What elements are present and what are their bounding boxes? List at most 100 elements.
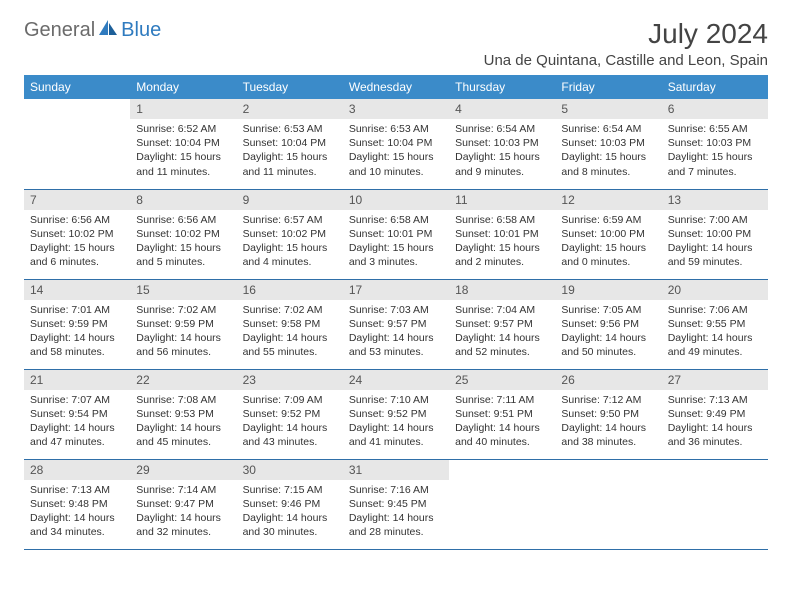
day-number: 13 — [662, 190, 768, 210]
weekday-header-row: Sunday Monday Tuesday Wednesday Thursday… — [24, 75, 768, 99]
calendar-cell: 29Sunrise: 7:14 AMSunset: 9:47 PMDayligh… — [130, 459, 236, 549]
calendar-cell: 9Sunrise: 6:57 AMSunset: 10:02 PMDayligh… — [237, 189, 343, 279]
weekday-header: Sunday — [24, 75, 130, 99]
calendar-cell: 21Sunrise: 7:07 AMSunset: 9:54 PMDayligh… — [24, 369, 130, 459]
weekday-header: Monday — [130, 75, 236, 99]
calendar-row: 1Sunrise: 6:52 AMSunset: 10:04 PMDayligh… — [24, 99, 768, 189]
logo-text-blue: Blue — [121, 19, 161, 42]
day-body: Sunrise: 7:07 AMSunset: 9:54 PMDaylight:… — [24, 390, 130, 456]
calendar-cell: 6Sunrise: 6:55 AMSunset: 10:03 PMDayligh… — [662, 99, 768, 189]
day-body: Sunrise: 7:13 AMSunset: 9:48 PMDaylight:… — [24, 480, 130, 546]
logo: General Blue — [24, 18, 161, 43]
calendar-row: 28Sunrise: 7:13 AMSunset: 9:48 PMDayligh… — [24, 459, 768, 549]
day-number: 24 — [343, 370, 449, 390]
day-body: Sunrise: 7:10 AMSunset: 9:52 PMDaylight:… — [343, 390, 449, 456]
title-block: July 2024 Una de Quintana, Castille and … — [484, 18, 768, 69]
weekday-header: Wednesday — [343, 75, 449, 99]
calendar-cell: 26Sunrise: 7:12 AMSunset: 9:50 PMDayligh… — [555, 369, 661, 459]
calendar-cell — [662, 459, 768, 549]
day-body: Sunrise: 7:05 AMSunset: 9:56 PMDaylight:… — [555, 300, 661, 366]
day-number: 10 — [343, 190, 449, 210]
calendar-row: 21Sunrise: 7:07 AMSunset: 9:54 PMDayligh… — [24, 369, 768, 459]
day-number: 20 — [662, 280, 768, 300]
day-number: 21 — [24, 370, 130, 390]
day-number: 27 — [662, 370, 768, 390]
calendar-cell: 23Sunrise: 7:09 AMSunset: 9:52 PMDayligh… — [237, 369, 343, 459]
calendar-cell: 8Sunrise: 6:56 AMSunset: 10:02 PMDayligh… — [130, 189, 236, 279]
day-body: Sunrise: 7:08 AMSunset: 9:53 PMDaylight:… — [130, 390, 236, 456]
weekday-header: Thursday — [449, 75, 555, 99]
day-number: 26 — [555, 370, 661, 390]
day-body: Sunrise: 7:02 AMSunset: 9:59 PMDaylight:… — [130, 300, 236, 366]
day-body: Sunrise: 6:52 AMSunset: 10:04 PMDaylight… — [130, 119, 236, 185]
day-body: Sunrise: 6:59 AMSunset: 10:00 PMDaylight… — [555, 210, 661, 276]
day-number: 11 — [449, 190, 555, 210]
calendar-cell: 27Sunrise: 7:13 AMSunset: 9:49 PMDayligh… — [662, 369, 768, 459]
calendar-cell: 11Sunrise: 6:58 AMSunset: 10:01 PMDaylig… — [449, 189, 555, 279]
calendar-cell: 19Sunrise: 7:05 AMSunset: 9:56 PMDayligh… — [555, 279, 661, 369]
calendar-cell: 1Sunrise: 6:52 AMSunset: 10:04 PMDayligh… — [130, 99, 236, 189]
day-body: Sunrise: 7:03 AMSunset: 9:57 PMDaylight:… — [343, 300, 449, 366]
calendar-cell: 13Sunrise: 7:00 AMSunset: 10:00 PMDaylig… — [662, 189, 768, 279]
calendar-cell: 3Sunrise: 6:53 AMSunset: 10:04 PMDayligh… — [343, 99, 449, 189]
calendar-cell: 30Sunrise: 7:15 AMSunset: 9:46 PMDayligh… — [237, 459, 343, 549]
day-body: Sunrise: 7:04 AMSunset: 9:57 PMDaylight:… — [449, 300, 555, 366]
calendar-cell: 17Sunrise: 7:03 AMSunset: 9:57 PMDayligh… — [343, 279, 449, 369]
day-number: 8 — [130, 190, 236, 210]
day-body: Sunrise: 7:12 AMSunset: 9:50 PMDaylight:… — [555, 390, 661, 456]
calendar-cell: 20Sunrise: 7:06 AMSunset: 9:55 PMDayligh… — [662, 279, 768, 369]
day-number: 22 — [130, 370, 236, 390]
day-body: Sunrise: 7:01 AMSunset: 9:59 PMDaylight:… — [24, 300, 130, 366]
day-body: Sunrise: 7:16 AMSunset: 9:45 PMDaylight:… — [343, 480, 449, 546]
month-title: July 2024 — [484, 18, 768, 50]
day-number: 28 — [24, 460, 130, 480]
day-number: 14 — [24, 280, 130, 300]
day-body: Sunrise: 6:53 AMSunset: 10:04 PMDaylight… — [237, 119, 343, 185]
calendar-cell: 24Sunrise: 7:10 AMSunset: 9:52 PMDayligh… — [343, 369, 449, 459]
calendar-row: 7Sunrise: 6:56 AMSunset: 10:02 PMDayligh… — [24, 189, 768, 279]
day-body: Sunrise: 6:56 AMSunset: 10:02 PMDaylight… — [130, 210, 236, 276]
calendar-cell: 16Sunrise: 7:02 AMSunset: 9:58 PMDayligh… — [237, 279, 343, 369]
day-body: Sunrise: 7:13 AMSunset: 9:49 PMDaylight:… — [662, 390, 768, 456]
day-body: Sunrise: 7:06 AMSunset: 9:55 PMDaylight:… — [662, 300, 768, 366]
day-body: Sunrise: 6:55 AMSunset: 10:03 PMDaylight… — [662, 119, 768, 185]
day-body: Sunrise: 7:15 AMSunset: 9:46 PMDaylight:… — [237, 480, 343, 546]
day-number: 29 — [130, 460, 236, 480]
day-number: 12 — [555, 190, 661, 210]
day-body: Sunrise: 7:11 AMSunset: 9:51 PMDaylight:… — [449, 390, 555, 456]
location-text: Una de Quintana, Castille and Leon, Spai… — [484, 52, 768, 69]
day-body: Sunrise: 7:09 AMSunset: 9:52 PMDaylight:… — [237, 390, 343, 456]
day-body: Sunrise: 6:54 AMSunset: 10:03 PMDaylight… — [449, 119, 555, 185]
calendar-cell — [24, 99, 130, 189]
day-number: 18 — [449, 280, 555, 300]
calendar-cell: 5Sunrise: 6:54 AMSunset: 10:03 PMDayligh… — [555, 99, 661, 189]
calendar-cell: 10Sunrise: 6:58 AMSunset: 10:01 PMDaylig… — [343, 189, 449, 279]
calendar-cell: 14Sunrise: 7:01 AMSunset: 9:59 PMDayligh… — [24, 279, 130, 369]
day-number: 17 — [343, 280, 449, 300]
calendar-table: Sunday Monday Tuesday Wednesday Thursday… — [24, 75, 768, 550]
day-body: Sunrise: 6:53 AMSunset: 10:04 PMDaylight… — [343, 119, 449, 185]
day-number: 3 — [343, 99, 449, 119]
day-number: 19 — [555, 280, 661, 300]
day-body: Sunrise: 6:58 AMSunset: 10:01 PMDaylight… — [343, 210, 449, 276]
calendar-cell: 12Sunrise: 6:59 AMSunset: 10:00 PMDaylig… — [555, 189, 661, 279]
day-body: Sunrise: 6:54 AMSunset: 10:03 PMDaylight… — [555, 119, 661, 185]
day-number: 23 — [237, 370, 343, 390]
day-number: 31 — [343, 460, 449, 480]
day-number: 5 — [555, 99, 661, 119]
calendar-cell: 18Sunrise: 7:04 AMSunset: 9:57 PMDayligh… — [449, 279, 555, 369]
weekday-header: Saturday — [662, 75, 768, 99]
day-number: 9 — [237, 190, 343, 210]
logo-sail-icon — [97, 18, 119, 43]
weekday-header: Friday — [555, 75, 661, 99]
day-number: 1 — [130, 99, 236, 119]
header: General Blue July 2024 Una de Quintana, … — [24, 18, 768, 69]
calendar-cell: 22Sunrise: 7:08 AMSunset: 9:53 PMDayligh… — [130, 369, 236, 459]
calendar-cell: 28Sunrise: 7:13 AMSunset: 9:48 PMDayligh… — [24, 459, 130, 549]
day-body: Sunrise: 7:14 AMSunset: 9:47 PMDaylight:… — [130, 480, 236, 546]
calendar-body: 1Sunrise: 6:52 AMSunset: 10:04 PMDayligh… — [24, 99, 768, 549]
day-body: Sunrise: 6:56 AMSunset: 10:02 PMDaylight… — [24, 210, 130, 276]
day-number: 25 — [449, 370, 555, 390]
day-number: 30 — [237, 460, 343, 480]
day-number: 6 — [662, 99, 768, 119]
